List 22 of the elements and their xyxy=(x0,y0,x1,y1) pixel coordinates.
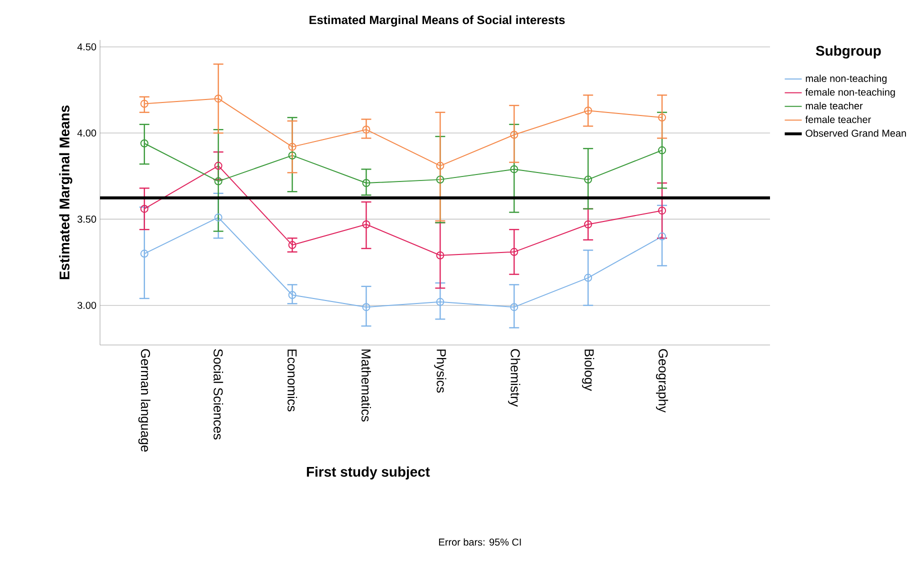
y-axis-title: Estimated Marginal Means xyxy=(59,105,72,280)
x-tick-label: Social Sciences xyxy=(214,349,224,440)
legend-label: male non-teaching xyxy=(806,74,887,84)
legend-label: Observed Grand Mean xyxy=(806,129,906,137)
x-tick-label: Mathematics xyxy=(361,350,371,422)
y-tick-label: 4.00 xyxy=(77,130,96,137)
x-tick-label: Economics xyxy=(288,350,298,412)
chart-title: Estimated Marginal Means of Social interests xyxy=(310,15,565,27)
y-tick-label: 3.50 xyxy=(77,216,96,223)
legend-title: Subgroup xyxy=(816,45,881,59)
x-tick-label: Biology xyxy=(582,350,594,391)
x-tick-label: Geography xyxy=(656,349,668,413)
text: Error bars: 95% CI xyxy=(439,538,521,546)
legend-label: male teacher xyxy=(806,102,863,110)
legend-label: female non-teaching xyxy=(805,88,895,98)
y-tick-label: 4.50 xyxy=(77,43,96,50)
x-tick-label: German language xyxy=(138,349,150,452)
x-tick-label: Chemistry xyxy=(508,349,520,407)
legend-label: female teacher xyxy=(805,116,871,124)
y-tick-label: 3.00 xyxy=(77,302,96,309)
x-axis-title: First study subject xyxy=(306,466,430,480)
x-tick-label: Physics xyxy=(434,350,446,393)
